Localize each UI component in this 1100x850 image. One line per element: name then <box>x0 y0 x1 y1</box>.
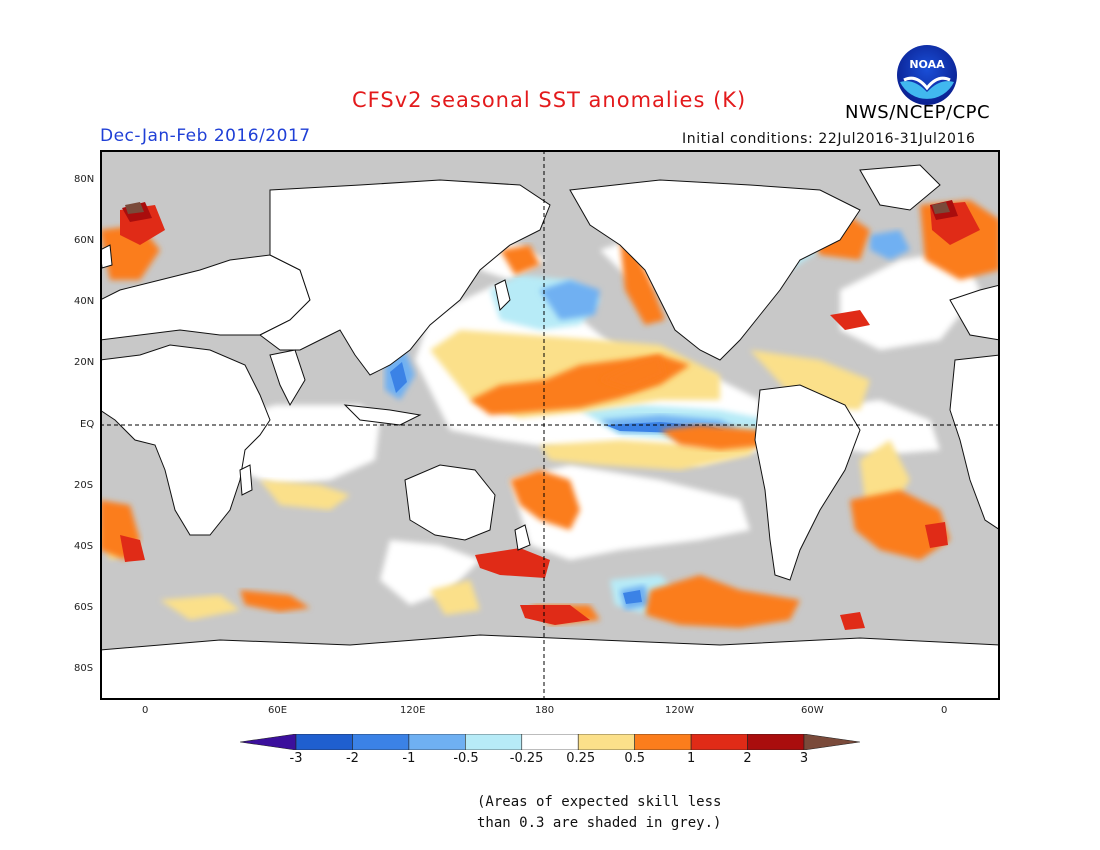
sst-anomaly-map <box>99 150 1001 701</box>
map-frame <box>100 150 1000 700</box>
colorbar-segment-max <box>803 733 861 751</box>
lon-label-120e: 120E <box>400 705 426 716</box>
colorbar-segment <box>295 733 353 751</box>
colorbar-label: -0.5 <box>453 751 479 766</box>
lat-label-40n: 40N <box>74 296 95 307</box>
lat-label-20n: 20N <box>74 357 95 368</box>
lat-label-80n: 80N <box>74 174 95 185</box>
organization-label: NWS/NCEP/CPC <box>845 102 991 123</box>
colorbar <box>239 733 861 751</box>
africa-land <box>99 344 271 536</box>
extreme-positive-regions <box>122 200 958 222</box>
noaa-logo-text: NOAA <box>909 58 945 71</box>
madagascar-land <box>239 464 253 496</box>
colorbar-label: 0.25 <box>566 751 596 766</box>
lat-label-60n: 60N <box>74 235 95 246</box>
colorbar-segment <box>577 733 635 751</box>
india-land <box>269 349 306 407</box>
season-label: Dec-Jan-Feb 2016/2017 <box>100 126 311 146</box>
colorbar-label: 1 <box>686 751 696 766</box>
colorbar-label: 2 <box>743 751 752 766</box>
colorbar-label: -1 <box>402 751 416 766</box>
lat-label-eq: EQ <box>80 419 95 430</box>
new-zealand-land <box>514 524 531 551</box>
lat-label-80s: 80S <box>74 663 94 674</box>
lon-label-0-east: 0 <box>941 705 948 716</box>
indonesia-land <box>343 404 422 426</box>
colorbar-segment <box>690 733 748 751</box>
colorbar-segment <box>408 733 466 751</box>
colorbar-label: 0.5 <box>624 751 645 766</box>
colorbar-segment <box>352 733 410 751</box>
north-america-land <box>569 179 861 361</box>
skill-note-line1: (Areas of expected skill less <box>477 794 722 810</box>
colorbar-label: 3 <box>799 751 809 766</box>
colorbar-segment <box>465 733 523 751</box>
lat-label-40s: 40S <box>74 541 94 552</box>
lat-label-20s: 20S <box>74 480 94 491</box>
lon-label-60e: 60E <box>268 705 288 716</box>
antarctica-land <box>99 634 1001 701</box>
lon-label-120w: 120W <box>665 705 694 716</box>
colorbar-label: -2 <box>345 751 359 766</box>
lon-label-180: 180 <box>535 705 555 716</box>
lon-label-0: 0 <box>142 705 149 716</box>
skill-note: (Areas of expected skill less than 0.3 a… <box>477 792 721 834</box>
colorbar-segment <box>634 733 692 751</box>
noaa-logo: NOAA <box>896 44 958 106</box>
skill-note-line2: than 0.3 are shaded in grey.) <box>477 815 722 831</box>
colorbar-segment-min <box>239 733 297 751</box>
lon-label-60w: 60W <box>801 705 824 716</box>
australia-land <box>404 464 496 541</box>
south-america-land <box>754 384 861 581</box>
greenland-land <box>859 164 941 211</box>
colorbar-label: -0.25 <box>509 751 544 766</box>
colorbar-segment <box>521 733 579 751</box>
initial-conditions-label: Initial conditions: 22Jul2016-31Jul2016 <box>682 131 976 147</box>
asia-land <box>259 179 551 376</box>
continents <box>99 164 1001 701</box>
japan-land <box>494 279 511 312</box>
lat-label-60s: 60S <box>74 602 94 613</box>
map-title: CFSv2 seasonal SST anomalies (K) <box>352 88 747 112</box>
colorbar-label: -3 <box>289 751 303 766</box>
positive-regions <box>100 200 1000 628</box>
colorbar-segment <box>747 733 805 751</box>
